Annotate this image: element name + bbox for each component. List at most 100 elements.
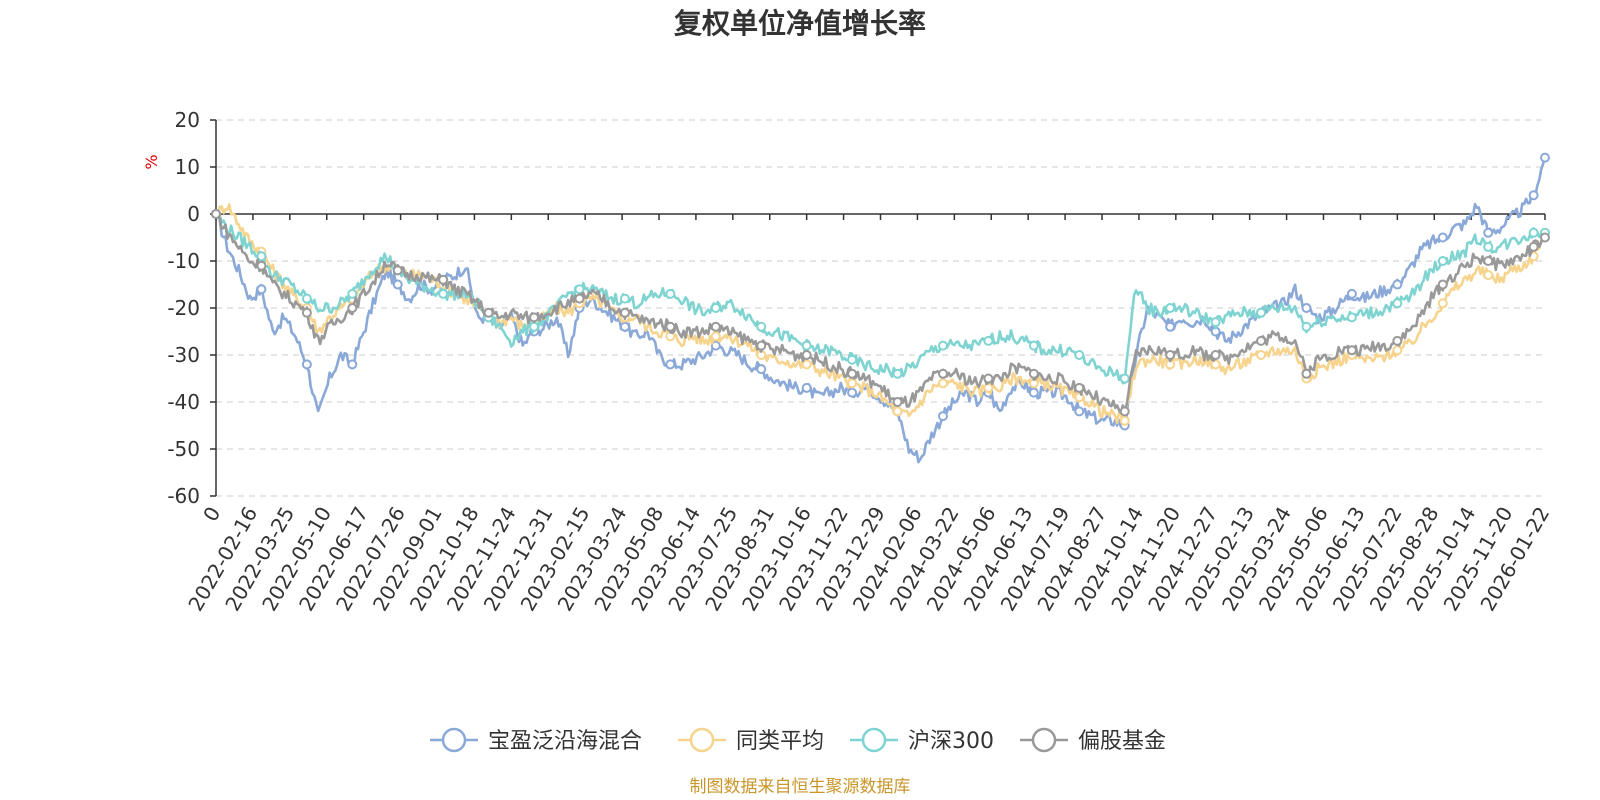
series-marker-3 (983, 373, 994, 384)
series-marker-0 (1528, 190, 1539, 201)
series-marker-0 (710, 340, 721, 351)
legend-circle-icon (689, 727, 715, 753)
series-marker-0 (1483, 227, 1494, 238)
grid-lines (216, 119, 1545, 497)
series-marker-0 (801, 382, 812, 393)
series-marker-2 (1074, 350, 1085, 360)
y-axis: 20 10 0 -10 -20 -30 -40 -50 -60 (167, 108, 217, 508)
series-marker-3 (801, 350, 812, 360)
legend-item-2[interactable]: 沪深300 (850, 727, 994, 754)
series-marker-0 (347, 359, 358, 370)
series-marker-2 (529, 321, 540, 332)
series-marker-2 (347, 288, 358, 299)
series-marker-2 (438, 288, 449, 299)
series-marker-0 (301, 359, 312, 370)
legend[interactable]: 宝盈泛沿海混合 同类平均 沪深300 偏股基金 (430, 727, 1166, 754)
legend-item-3[interactable]: 偏股基金 (1020, 727, 1166, 754)
y-tick-label: -50 (167, 437, 200, 461)
series-marker-3 (438, 274, 449, 285)
series-marker-0 (1392, 279, 1403, 290)
y-tick-label: 0 (187, 202, 200, 226)
y-tick-label: -60 (167, 484, 200, 508)
series-marker-3 (1210, 350, 1221, 360)
series-marker-1 (1210, 359, 1221, 370)
series-marker-0 (1165, 321, 1176, 332)
series-marker-3 (710, 321, 721, 332)
series-marker-3 (756, 340, 767, 351)
series-marker-3 (1301, 368, 1312, 379)
series-marker-3 (1346, 345, 1357, 356)
series-marker-2 (892, 368, 903, 379)
series-marker-3 (256, 260, 267, 271)
series-marker-3 (1528, 241, 1539, 252)
series-marker-3 (1165, 350, 1176, 360)
data-source-note: 制图数据来自恒生聚源数据库 (690, 777, 911, 797)
series-marker-2 (983, 335, 994, 346)
series-marker-2 (1346, 312, 1357, 323)
legend-circle-icon (441, 727, 467, 753)
series-marker-1 (801, 359, 812, 370)
series-marker-3 (847, 368, 858, 379)
series-marker-0 (1028, 387, 1039, 398)
series-marker-3 (529, 312, 540, 323)
series-line-2 (214, 213, 1547, 385)
series-marker-2 (619, 293, 630, 304)
series-marker-0 (392, 279, 403, 290)
y-tick-label: -20 (167, 296, 200, 320)
series-marker-3 (392, 265, 403, 276)
series-marker-1 (1437, 298, 1448, 309)
series-marker-2 (1028, 340, 1039, 351)
series-marker-3 (1437, 279, 1448, 290)
series-marker-3 (665, 321, 676, 332)
series-marker-2 (574, 284, 585, 295)
series-marker-2 (756, 321, 767, 332)
series-marker-0 (1301, 303, 1312, 313)
series-marker-3 (892, 397, 903, 407)
y-axis-unit: % (142, 154, 161, 169)
series-marker-1 (1483, 270, 1494, 281)
chart-title: 复权单位净值增长率 (674, 7, 926, 40)
series-marker-0 (1346, 288, 1357, 299)
series-marker-1 (892, 406, 903, 417)
legend-label: 同类平均 (736, 729, 824, 754)
legend-circle-icon (1031, 727, 1057, 753)
series-line-3 (215, 213, 1547, 415)
series-lines (211, 152, 1550, 464)
series-marker-0 (756, 364, 767, 375)
series-marker-0 (847, 387, 858, 398)
series-marker-2 (665, 288, 676, 299)
series-marker-0 (256, 284, 267, 295)
series-marker-1 (710, 331, 721, 342)
series-marker-2 (710, 303, 721, 313)
series-marker-2 (1165, 303, 1176, 313)
series-marker-2 (1210, 317, 1221, 328)
series-marker-0 (619, 321, 630, 332)
series-marker-3 (1074, 382, 1085, 393)
series-marker-2 (1437, 256, 1448, 266)
series-marker-1 (1119, 415, 1130, 426)
series-marker-3 (211, 209, 221, 219)
series-marker-0 (1437, 232, 1448, 243)
series-marker-2 (301, 293, 312, 304)
series-marker-1 (847, 378, 858, 389)
series-marker-3 (574, 293, 585, 304)
series-marker-1 (1256, 350, 1267, 360)
x-tick-label: 0 (198, 503, 225, 526)
series-line-0 (215, 157, 1547, 464)
legend-label: 沪深300 (908, 729, 994, 754)
series-marker-3 (1392, 335, 1403, 346)
y-tick-label: -40 (167, 390, 200, 414)
legend-item-1[interactable]: 同类平均 (678, 727, 824, 754)
series-marker-3 (1256, 335, 1267, 346)
series-marker-3 (301, 307, 312, 318)
series-marker-3 (619, 307, 630, 318)
legend-item-0[interactable]: 宝盈泛沿海混合 (430, 727, 642, 754)
series-marker-2 (847, 354, 858, 365)
series-end-marker-3 (1540, 232, 1550, 243)
series-marker-2 (937, 340, 948, 351)
series-marker-0 (665, 359, 676, 370)
series-marker-2 (1483, 241, 1494, 252)
series-end-marker-0 (1540, 152, 1550, 163)
series-marker-3 (1483, 256, 1494, 266)
